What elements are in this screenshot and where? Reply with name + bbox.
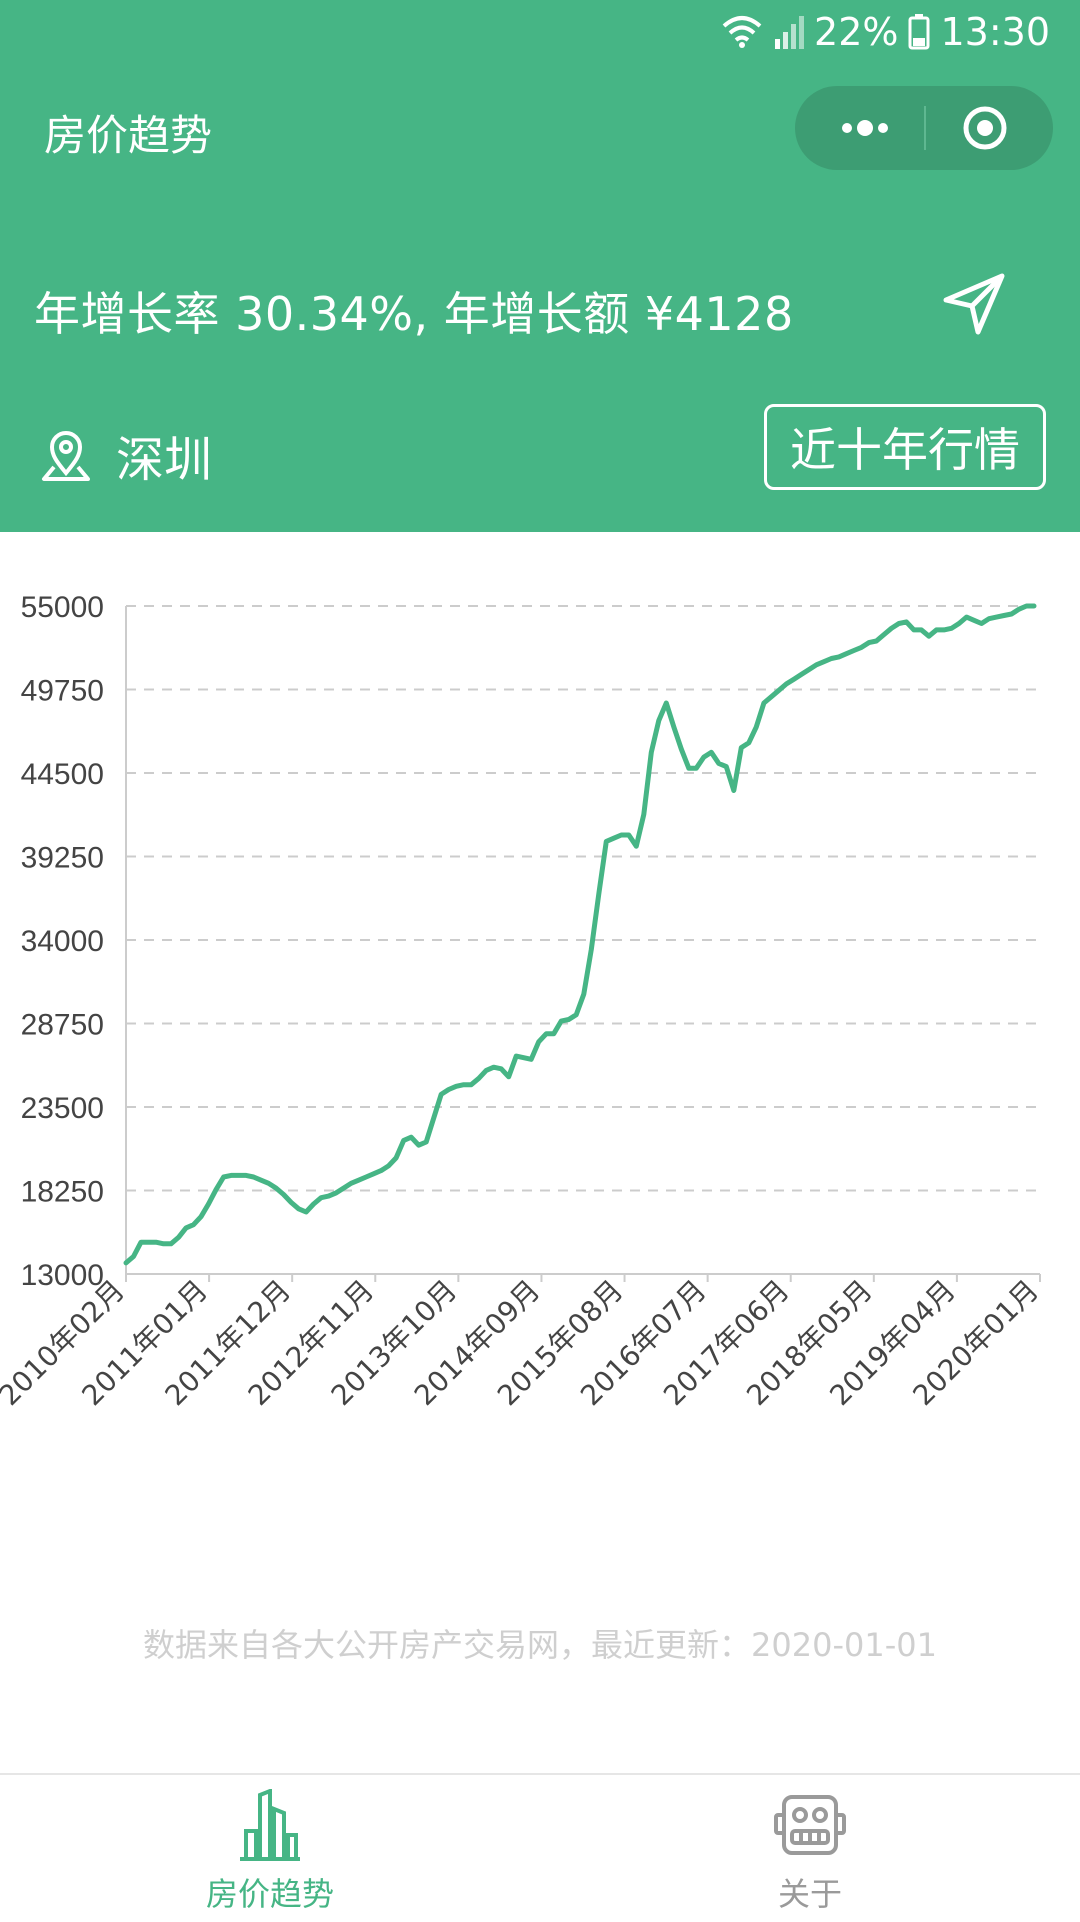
signal-icon [775,16,805,49]
data-source-note: 数据来自各大公开房产交易网，最近更新：2020-01-01 [143,1626,937,1664]
tab-about-label: 关于 [777,1875,842,1913]
y-tick-label: 55000 [21,591,104,624]
location-pin-icon [42,431,90,481]
battery-percent: 22% [814,10,899,54]
price-line-chart: 55000 49750 44500 39250 34000 28750 23500 18250… [0,591,1045,1412]
price-chart: 55000 49750 44500 39250 34000 28750 23500 18250… [0,532,1080,1452]
app-header: 22% 13:30 房价趋势 年增长率 30.34%, 年增长额 ¥4128 [0,0,1080,532]
battery-icon [908,14,930,50]
range-button[interactable]: 近十年行情 [764,404,1046,490]
y-tick-label: 39250 [21,842,104,875]
y-tick-label: 23500 [21,1092,104,1125]
close-target-icon[interactable] [959,106,1011,150]
y-tick-label: 13000 [21,1259,104,1292]
y-tick-label: 18250 [21,1176,104,1209]
tab-bar: 房价趋势 关于 [0,1773,1080,1922]
y-tick-label: 28750 [21,1009,104,1042]
y-tick-label: 49750 [21,675,104,708]
growth-summary: 年增长率 30.34%, 年增长额 ¥4128 [34,287,794,341]
city-label: 深圳 [116,432,213,488]
page-title: 房价趋势 [44,111,213,160]
more-icon[interactable] [833,108,897,148]
status-bar: 22% 13:30 [720,0,1080,64]
capsule-divider [924,106,926,150]
tab-price-trend[interactable]: 房价趋势 [170,1789,370,1915]
robot-icon [774,1795,846,1855]
share-send-icon[interactable] [940,268,1010,338]
clock: 13:30 [940,10,1050,54]
city-selector[interactable]: 深圳 [38,420,212,490]
price-series-line [123,603,1037,1266]
tab-about[interactable]: 关于 [710,1789,910,1915]
wifi-icon [722,16,762,48]
tab-price-trend-label: 房价趋势 [205,1875,334,1913]
mini-program-capsule [795,86,1053,170]
y-tick-label: 34000 [21,925,104,958]
buildings-icon [240,1789,300,1861]
y-tick-label: 44500 [21,758,104,791]
